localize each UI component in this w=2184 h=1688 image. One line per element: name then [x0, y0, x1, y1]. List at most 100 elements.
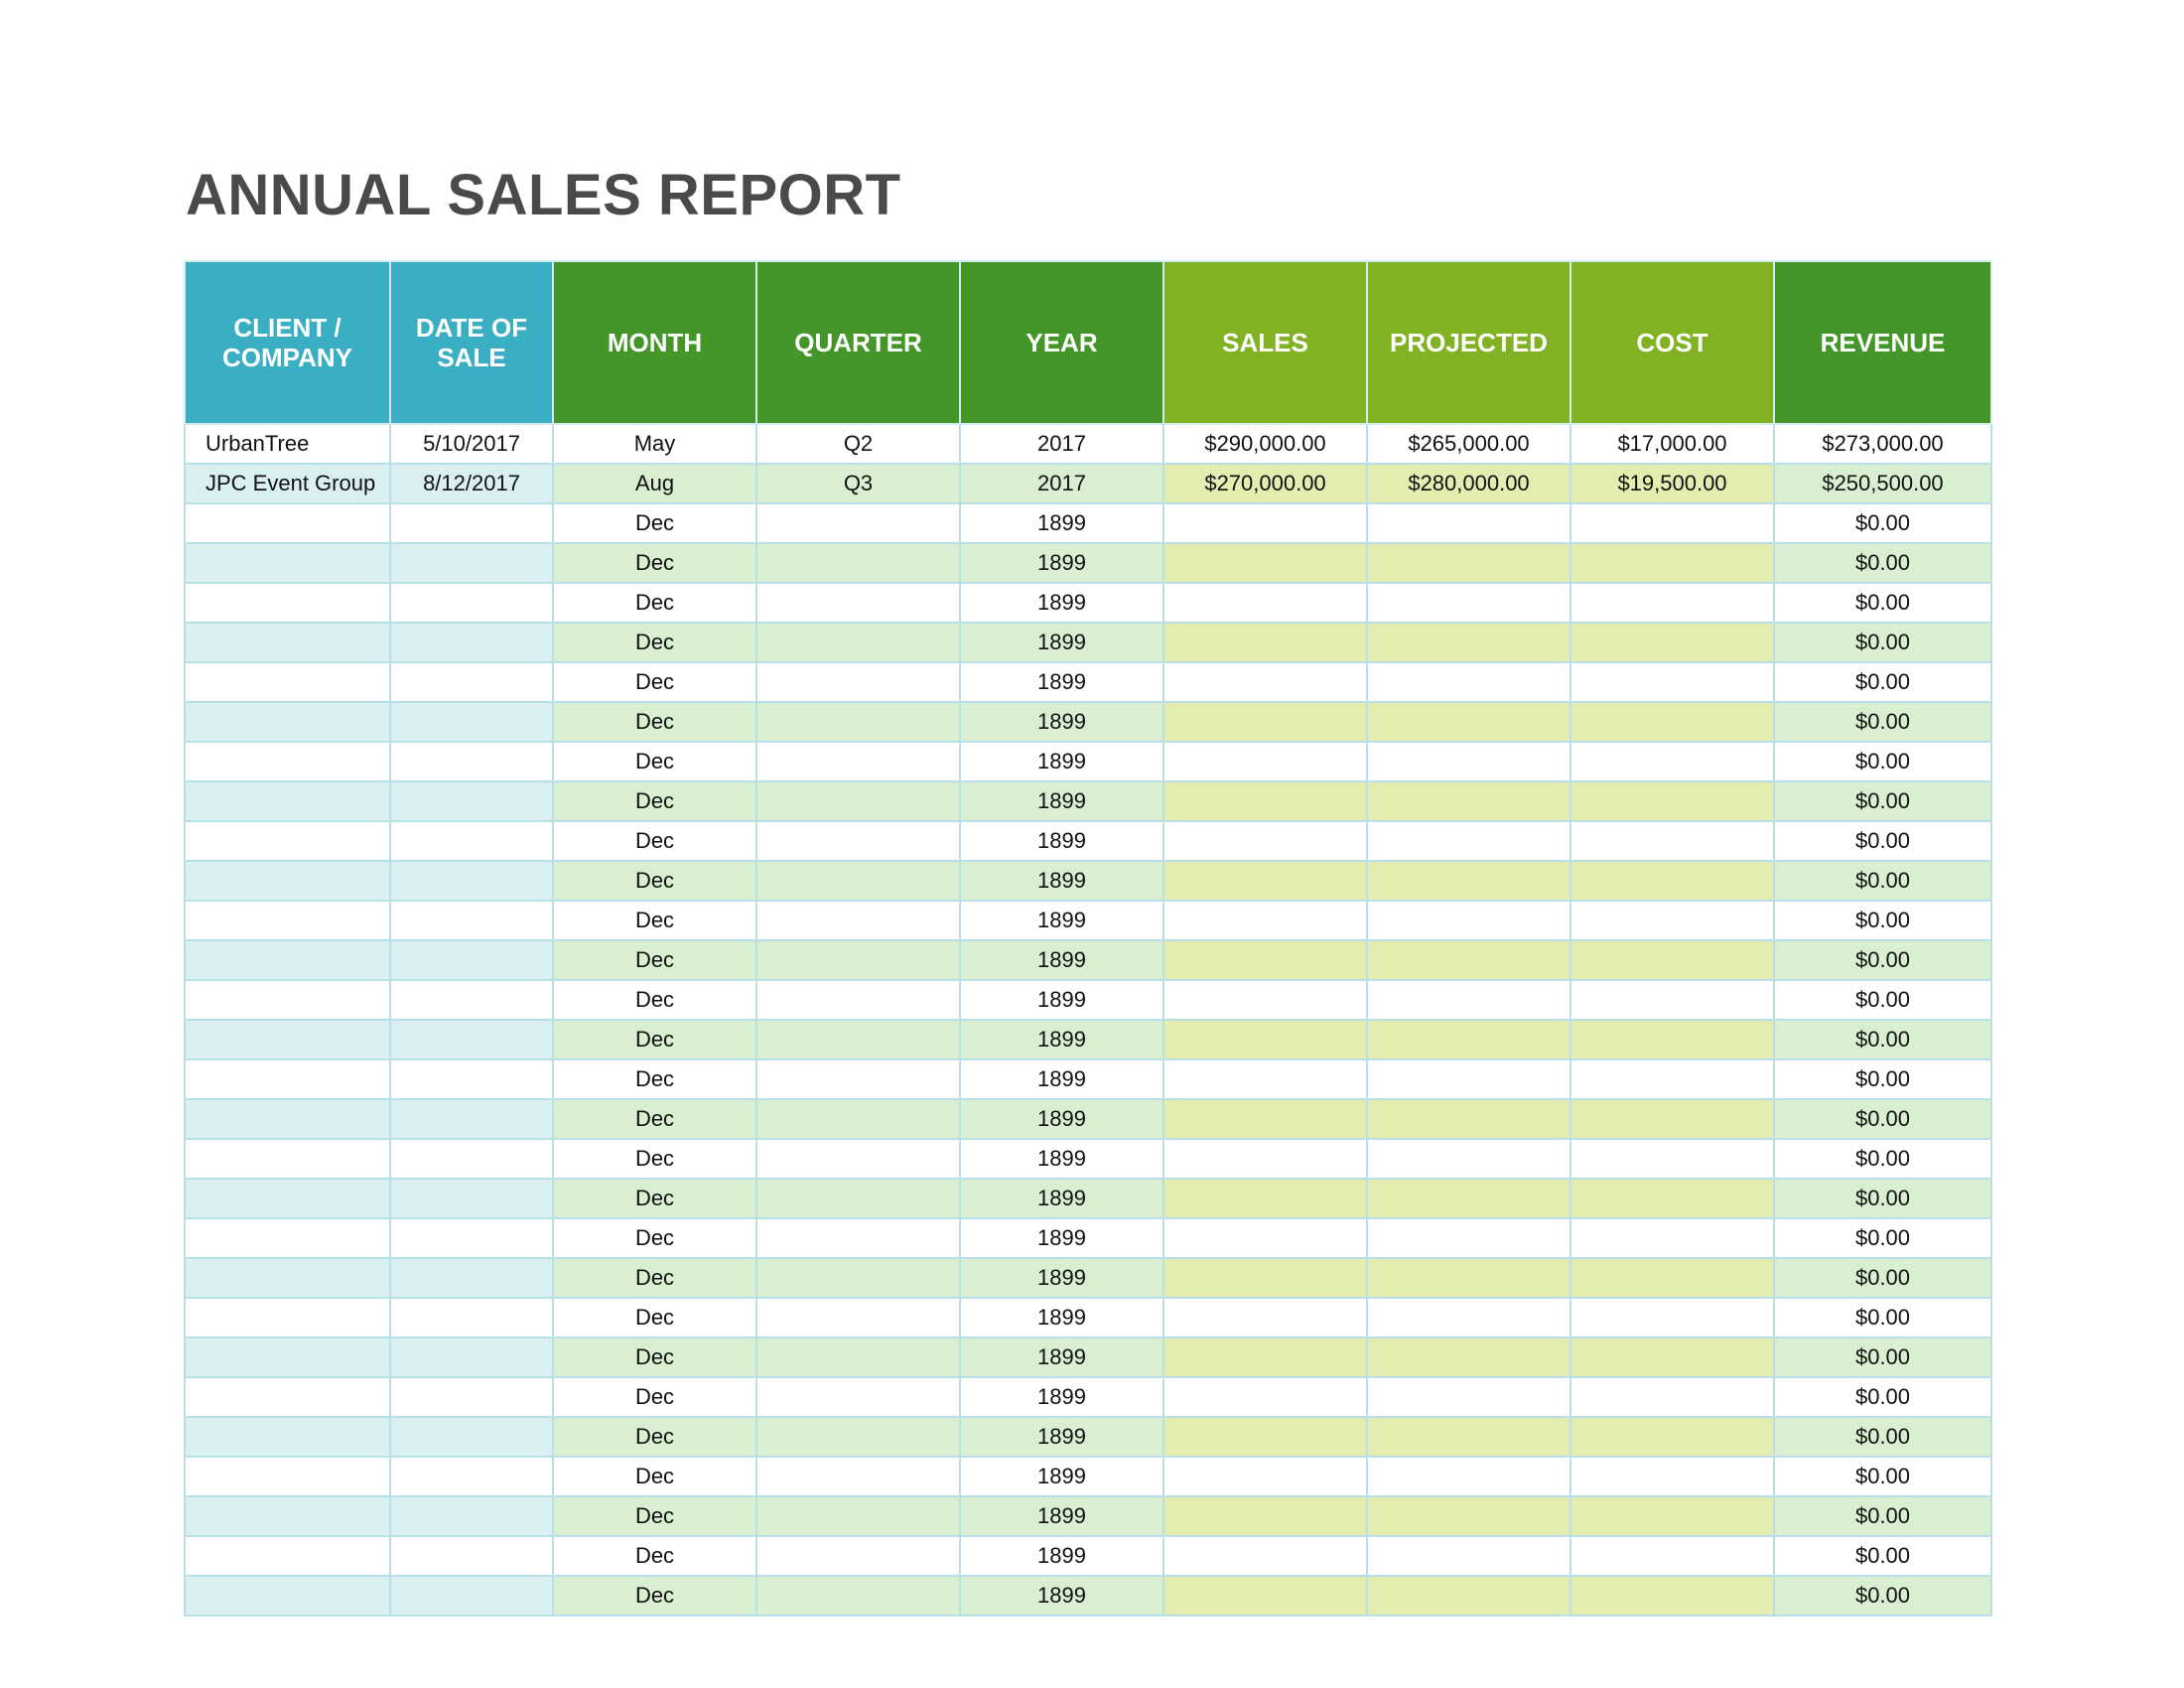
cell-cost[interactable] — [1570, 1416, 1775, 1458]
cell-sales[interactable]: $270,000.00 — [1162, 463, 1368, 504]
cell-quarter[interactable]: Q3 — [755, 463, 961, 504]
cell-sales[interactable] — [1162, 622, 1368, 663]
cell-quarter[interactable] — [755, 502, 961, 544]
cell-date-of-sale[interactable] — [389, 1098, 554, 1140]
cell-projected[interactable] — [1366, 1178, 1571, 1219]
cell-quarter[interactable] — [755, 820, 961, 862]
cell-month[interactable]: Dec — [552, 582, 757, 624]
cell-quarter[interactable] — [755, 1416, 961, 1458]
cell-cost[interactable] — [1570, 1297, 1775, 1338]
cell-cost[interactable] — [1570, 1376, 1775, 1418]
cell-cost[interactable] — [1570, 582, 1775, 624]
cell-sales[interactable] — [1162, 1297, 1368, 1338]
cell-quarter[interactable] — [755, 979, 961, 1021]
cell-month[interactable]: Dec — [552, 1535, 757, 1577]
cell-revenue[interactable]: $0.00 — [1773, 582, 1992, 624]
cell-date-of-sale[interactable] — [389, 582, 554, 624]
cell-sales[interactable] — [1162, 1217, 1368, 1259]
cell-quarter[interactable] — [755, 701, 961, 743]
cell-sales[interactable] — [1162, 661, 1368, 703]
cell-projected[interactable] — [1366, 780, 1571, 822]
cell-cost[interactable] — [1570, 1535, 1775, 1577]
cell-year[interactable]: 1899 — [959, 979, 1164, 1021]
cell-date-of-sale[interactable] — [389, 1019, 554, 1060]
cell-month[interactable]: Dec — [552, 939, 757, 981]
cell-date-of-sale[interactable] — [389, 1257, 554, 1299]
cell-client-company[interactable] — [184, 502, 391, 544]
cell-revenue[interactable]: $0.00 — [1773, 780, 1992, 822]
cell-revenue[interactable]: $0.00 — [1773, 1098, 1992, 1140]
cell-date-of-sale[interactable] — [389, 741, 554, 782]
cell-cost[interactable] — [1570, 1098, 1775, 1140]
cell-revenue[interactable]: $0.00 — [1773, 661, 1992, 703]
cell-date-of-sale[interactable] — [389, 1178, 554, 1219]
cell-date-of-sale[interactable] — [389, 542, 554, 584]
cell-month[interactable]: Dec — [552, 661, 757, 703]
cell-date-of-sale[interactable] — [389, 1416, 554, 1458]
cell-projected[interactable] — [1366, 622, 1571, 663]
cell-year[interactable]: 1899 — [959, 900, 1164, 941]
cell-month[interactable]: Dec — [552, 1456, 757, 1497]
cell-client-company[interactable] — [184, 780, 391, 822]
cell-projected[interactable] — [1366, 542, 1571, 584]
cell-revenue[interactable]: $0.00 — [1773, 1575, 1992, 1617]
cell-date-of-sale[interactable] — [389, 1376, 554, 1418]
cell-cost[interactable] — [1570, 1456, 1775, 1497]
cell-cost[interactable] — [1570, 542, 1775, 584]
cell-sales[interactable] — [1162, 900, 1368, 941]
cell-cost[interactable] — [1570, 1058, 1775, 1100]
cell-revenue[interactable]: $0.00 — [1773, 1416, 1992, 1458]
cell-date-of-sale[interactable]: 5/10/2017 — [389, 423, 554, 465]
cell-revenue[interactable]: $0.00 — [1773, 979, 1992, 1021]
cell-client-company[interactable] — [184, 1217, 391, 1259]
cell-projected[interactable] — [1366, 1138, 1571, 1180]
cell-cost[interactable] — [1570, 1575, 1775, 1617]
cell-cost[interactable] — [1570, 900, 1775, 941]
cell-year[interactable]: 1899 — [959, 502, 1164, 544]
cell-revenue[interactable]: $0.00 — [1773, 1058, 1992, 1100]
cell-month[interactable]: Dec — [552, 1257, 757, 1299]
cell-quarter[interactable] — [755, 1297, 961, 1338]
cell-quarter[interactable] — [755, 661, 961, 703]
cell-projected[interactable] — [1366, 701, 1571, 743]
cell-year[interactable]: 1899 — [959, 1495, 1164, 1537]
cell-date-of-sale[interactable] — [389, 860, 554, 902]
cell-cost[interactable] — [1570, 661, 1775, 703]
cell-projected[interactable] — [1366, 1058, 1571, 1100]
cell-revenue[interactable]: $0.00 — [1773, 1456, 1992, 1497]
cell-date-of-sale[interactable] — [389, 502, 554, 544]
cell-client-company[interactable] — [184, 661, 391, 703]
cell-client-company[interactable] — [184, 1098, 391, 1140]
cell-month[interactable]: Dec — [552, 979, 757, 1021]
cell-year[interactable]: 1899 — [959, 780, 1164, 822]
cell-projected[interactable] — [1366, 1456, 1571, 1497]
cell-quarter[interactable] — [755, 1575, 961, 1617]
cell-cost[interactable] — [1570, 780, 1775, 822]
cell-date-of-sale[interactable] — [389, 661, 554, 703]
cell-revenue[interactable]: $0.00 — [1773, 1138, 1992, 1180]
cell-sales[interactable] — [1162, 1058, 1368, 1100]
cell-projected[interactable] — [1366, 860, 1571, 902]
cell-year[interactable]: 1899 — [959, 1535, 1164, 1577]
cell-sales[interactable] — [1162, 1495, 1368, 1537]
cell-client-company[interactable] — [184, 1297, 391, 1338]
cell-quarter[interactable] — [755, 1217, 961, 1259]
cell-sales[interactable] — [1162, 1416, 1368, 1458]
cell-year[interactable]: 1899 — [959, 1416, 1164, 1458]
cell-quarter[interactable] — [755, 1336, 961, 1378]
cell-month[interactable]: Dec — [552, 701, 757, 743]
cell-revenue[interactable]: $0.00 — [1773, 1535, 1992, 1577]
cell-year[interactable]: 1899 — [959, 820, 1164, 862]
cell-date-of-sale[interactable] — [389, 701, 554, 743]
cell-month[interactable]: Dec — [552, 1058, 757, 1100]
cell-quarter[interactable] — [755, 1019, 961, 1060]
cell-projected[interactable] — [1366, 741, 1571, 782]
cell-quarter[interactable] — [755, 1376, 961, 1418]
cell-sales[interactable] — [1162, 502, 1368, 544]
cell-revenue[interactable]: $0.00 — [1773, 1178, 1992, 1219]
cell-revenue[interactable]: $0.00 — [1773, 741, 1992, 782]
cell-projected[interactable] — [1366, 1098, 1571, 1140]
cell-client-company[interactable] — [184, 820, 391, 862]
cell-year[interactable]: 1899 — [959, 741, 1164, 782]
cell-sales[interactable] — [1162, 1535, 1368, 1577]
